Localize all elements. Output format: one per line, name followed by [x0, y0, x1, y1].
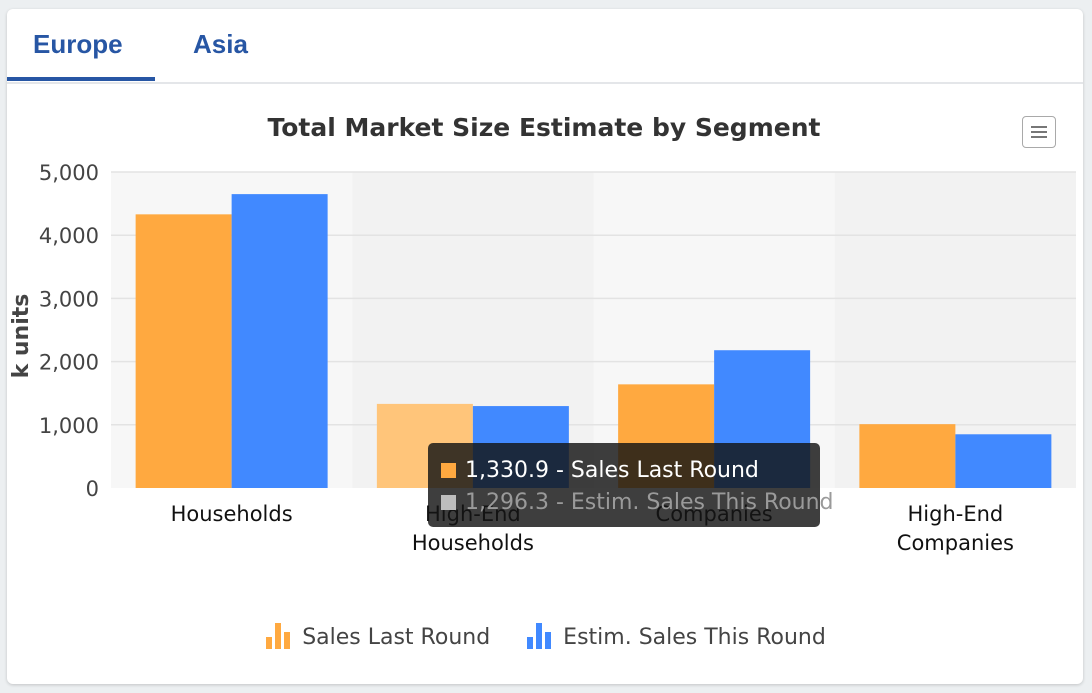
chart-legend: Sales Last Round Estim. Sales This Round [7, 621, 1083, 657]
bar [955, 434, 1052, 488]
hamburger-line [1031, 136, 1047, 138]
bar-chart: 0 1,000 2,000 3,000 4,000 5,000 Households Hig… [9, 113, 1076, 555]
legend-item-sales-last-round[interactable]: Sales Last Round [264, 621, 490, 650]
chart-title: Total Market Size Estimate by Segment [268, 113, 821, 142]
active-tab-indicator [7, 77, 155, 81]
y-tick-label: 1,000 [39, 414, 99, 438]
tooltip-line-2: 1,296.3 - Estim. Sales This Round [465, 490, 834, 515]
series-swatch [441, 495, 456, 510]
legend-item-estim-sales[interactable]: Estim. Sales This Round [525, 621, 826, 650]
x-tick-label: Households [171, 502, 293, 526]
hamburger-menu-icon [1031, 126, 1047, 128]
bar [859, 424, 956, 488]
y-tick-label: 2,000 [39, 351, 99, 375]
y-tick-label: 4,000 [39, 224, 99, 248]
tab-europe[interactable]: Europe [33, 29, 123, 59]
series-swatch [441, 463, 456, 478]
hamburger-line [1031, 131, 1047, 133]
region-tabs: Europe Asia [7, 9, 1083, 84]
tooltip-line-1: 1,330.9 - Sales Last Round [465, 458, 759, 483]
bar [135, 214, 232, 488]
x-tick-label: Households [412, 531, 534, 555]
tab-asia[interactable]: Asia [193, 29, 248, 59]
bar-chart-icon [266, 623, 291, 649]
y-axis-label: k units [9, 294, 34, 379]
y-tick-label: 5,000 [39, 161, 99, 185]
chart-card: Europe Asia 0 1,000 2,000 3,000 4,000 5,000 H… [7, 9, 1083, 684]
bar-chart-icon [527, 623, 552, 649]
bar [231, 194, 328, 488]
tooltip-row: 1,330.9 - Sales Last Round [441, 458, 759, 483]
tooltip-row: 1,296.3 - Estim. Sales This Round [441, 490, 834, 515]
chart-tooltip: 1,330.9 - Sales Last Round 1,296.3 - Est… [428, 443, 834, 527]
x-tick-label: High-End [907, 502, 1003, 526]
x-tick-label: Companies [897, 531, 1014, 555]
chart-menu-button[interactable] [1022, 116, 1056, 148]
y-tick-label: 3,000 [39, 287, 99, 311]
legend-label: Estim. Sales This Round [563, 625, 826, 650]
y-tick-label: 0 [86, 477, 99, 501]
legend-label: Sales Last Round [302, 625, 491, 650]
